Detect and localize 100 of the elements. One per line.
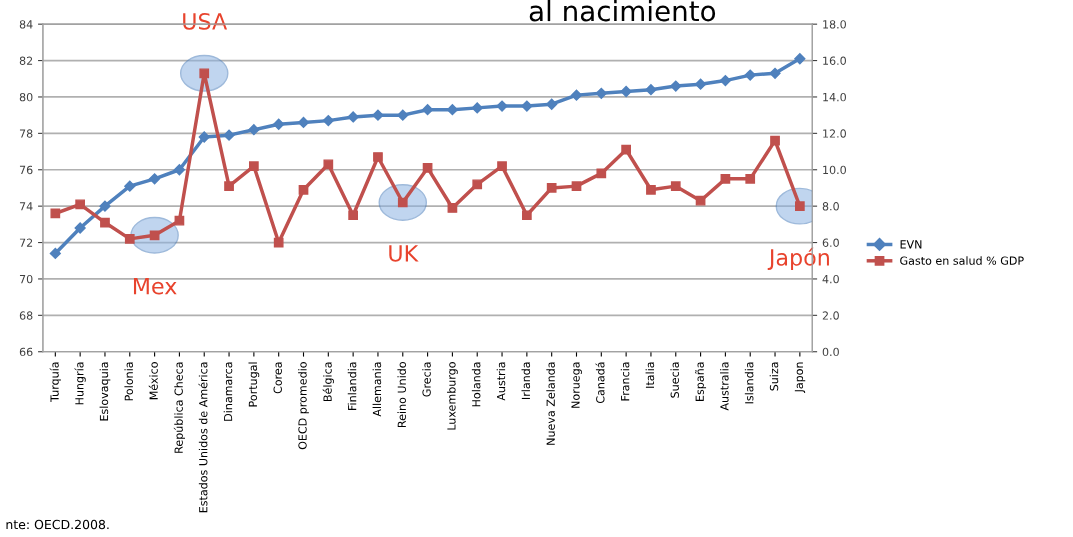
y-tick-label: 82: [19, 56, 33, 65]
x-tick-label: Suecia: [670, 362, 679, 398]
x-tick-label: Nueva Zelanda: [546, 362, 555, 445]
x-tick-label: Portugal: [248, 362, 260, 407]
x-tick-label: Corea: [273, 362, 282, 394]
x-tick-label: Italia: [645, 362, 655, 388]
point: [695, 195, 706, 206]
x-tick-label: Eslovaquia: [99, 362, 111, 421]
point: [74, 222, 86, 234]
point: [249, 161, 259, 171]
x-tick-label: Islandia: [744, 362, 754, 404]
point: [770, 135, 780, 146]
point: [75, 199, 86, 210]
annotation: UK: [389, 245, 419, 262]
point: [248, 124, 260, 136]
point: [149, 230, 160, 241]
point: [621, 144, 631, 155]
point: [124, 234, 135, 244]
chart-title: al nacimiento: [529, 0, 716, 22]
y-tick-label: 74: [19, 202, 33, 211]
y-tick-label: 66: [19, 347, 33, 357]
y2-tick-label: 6.0: [822, 238, 839, 247]
point: [472, 179, 483, 190]
x-tick-label: Bélgica: [322, 362, 334, 401]
point: [373, 152, 383, 162]
x-tick-label: Luxemburgo: [447, 362, 458, 430]
y2-tick-label: 16.0: [823, 56, 846, 65]
point: [595, 87, 607, 99]
legend-label: Gasto en salud % GDP: [900, 256, 1024, 265]
x-tick-label: Finlandia: [347, 362, 357, 410]
point: [645, 84, 657, 96]
annotation: Japón: [767, 247, 829, 271]
y-tick-label: 76: [19, 165, 33, 175]
x-tick-label: Suiza: [769, 362, 779, 391]
point: [298, 184, 309, 195]
point: [670, 80, 682, 92]
point: [719, 74, 732, 87]
point: [273, 118, 285, 130]
x-tick-label: Estados Unidos de América: [198, 362, 208, 513]
x-tick-label: Japon: [794, 362, 806, 394]
point: [546, 183, 557, 193]
y2-tick-label: 2.0: [822, 311, 839, 320]
x-tick-label: Noruega: [571, 362, 582, 408]
point: [422, 163, 433, 173]
point: [173, 164, 186, 176]
y-tick-label: 70: [19, 274, 33, 284]
point: [720, 173, 731, 184]
point: [521, 100, 533, 112]
y-tick-label: 72: [19, 238, 33, 247]
y2-tick-label: 10.0: [823, 165, 846, 175]
point: [198, 131, 210, 143]
point: [769, 67, 781, 79]
x-tick-label: Grecia: [422, 362, 431, 397]
x-tick-label: OECD promedio: [298, 362, 309, 450]
point: [546, 98, 558, 110]
y2-tick-label: 0.0: [822, 347, 839, 357]
x-tick-label: Turquía: [49, 362, 61, 402]
x-tick-label: España: [695, 362, 707, 401]
x-tick-label: Holanda: [471, 362, 481, 407]
point: [49, 247, 61, 260]
point: [50, 208, 61, 219]
text: nte: OECD.2008.: [6, 519, 109, 530]
point: [273, 237, 284, 248]
y2-tick-label: 4.0: [822, 274, 839, 284]
point: [397, 109, 409, 121]
point: [372, 109, 384, 121]
x-tick-label: Austria: [496, 362, 506, 401]
y2-tick-label: 18.0: [823, 20, 846, 29]
x-tick-label: Francia: [620, 362, 630, 401]
point: [297, 116, 310, 129]
point: [323, 159, 334, 170]
point: [223, 129, 235, 141]
point: [199, 68, 210, 79]
point: [596, 168, 607, 179]
point: [497, 161, 507, 171]
point: [224, 181, 234, 191]
point: [124, 180, 136, 192]
legend-label: EVN: [900, 240, 922, 249]
point: [148, 173, 161, 185]
point: [100, 217, 110, 228]
x-tick-label: Polonia: [124, 362, 134, 401]
x-tick-label: Dinamarca: [223, 362, 233, 421]
y-tick-label: 84: [19, 20, 33, 29]
x-tick-label: República Checa: [173, 362, 186, 453]
x-tick-label: México: [148, 362, 158, 400]
point: [174, 215, 185, 226]
point: [794, 53, 806, 65]
point: [745, 173, 756, 184]
point: [397, 197, 408, 208]
point: [348, 210, 358, 221]
x-tick-label: Hungría: [74, 362, 86, 405]
point: [744, 69, 756, 81]
x-tick-label: Canadá: [595, 362, 605, 404]
point: [620, 85, 632, 98]
x-tick-label: Reino Unido: [397, 362, 406, 427]
x-tick-label: Australia: [720, 362, 729, 411]
y-tick-label: 68: [19, 311, 33, 320]
y2-tick-label: 14.0: [823, 92, 846, 102]
point: [670, 181, 681, 191]
point: [471, 102, 483, 114]
